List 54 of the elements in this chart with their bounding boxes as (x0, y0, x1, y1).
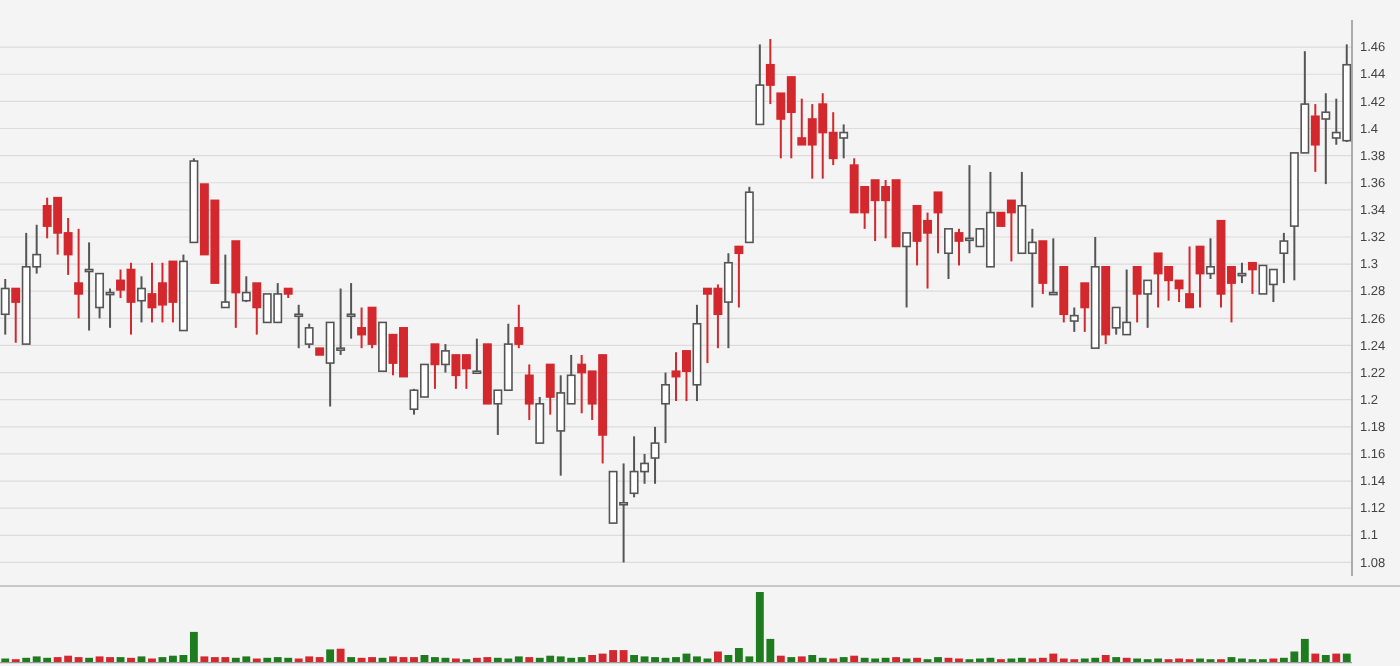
candlestick (734, 245, 744, 309)
candlestick (839, 123, 849, 160)
candlestick (1080, 282, 1090, 333)
candlestick (535, 396, 545, 445)
candlestick (294, 303, 304, 350)
candlestick (1279, 231, 1289, 285)
candlestick (954, 227, 964, 267)
candlestick (137, 275, 146, 324)
bar (713, 651, 722, 662)
candlestick (650, 425, 660, 485)
candlestick (545, 363, 555, 416)
candlestick (11, 287, 21, 344)
bar (797, 656, 806, 662)
candlestick (440, 343, 450, 374)
candlestick (346, 282, 356, 340)
candlestick (1185, 245, 1195, 309)
candlestick (220, 253, 230, 309)
candlestick (74, 227, 84, 320)
bar (326, 649, 335, 662)
candlestick (902, 231, 912, 309)
candlestick (1310, 103, 1320, 173)
candlestick (755, 43, 765, 126)
bar (850, 655, 859, 662)
candlestick (944, 227, 953, 281)
candlestick (524, 363, 534, 422)
candlestick (1132, 265, 1142, 324)
bar (1332, 653, 1341, 662)
candlestick (765, 37, 775, 106)
candlestick (1321, 92, 1331, 186)
candlestick (661, 371, 670, 445)
candlestick (430, 343, 440, 390)
bar (137, 656, 146, 662)
bar (1101, 655, 1110, 662)
bar (1321, 655, 1330, 662)
bar (776, 655, 785, 662)
candlestick (1237, 261, 1247, 285)
bar (1311, 653, 1320, 662)
candlestick (1038, 240, 1048, 295)
candlestick (1206, 237, 1215, 281)
candlestick (472, 337, 482, 375)
candlestick (723, 252, 733, 350)
candlestick (241, 275, 251, 304)
candlestick (252, 282, 262, 336)
candlestick (1143, 279, 1153, 329)
candlestick (933, 191, 943, 255)
candlestick (1247, 261, 1257, 295)
candlestick (1069, 306, 1079, 333)
candlestick (304, 322, 314, 350)
candlestick (1059, 265, 1069, 324)
bar (336, 648, 345, 662)
candlestick (84, 241, 94, 332)
bar (1342, 653, 1351, 662)
candlestick (1048, 237, 1058, 296)
candlestick (514, 303, 524, 350)
